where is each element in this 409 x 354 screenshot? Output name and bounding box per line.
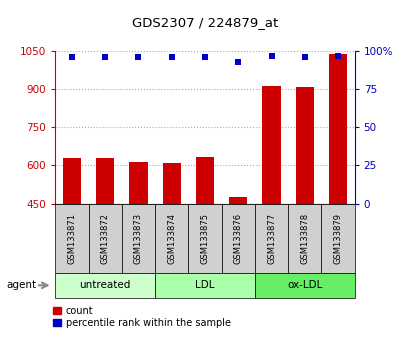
- Legend: count, percentile rank within the sample: count, percentile rank within the sample: [52, 305, 231, 329]
- Text: untreated: untreated: [79, 280, 130, 290]
- Text: GSM133875: GSM133875: [200, 212, 209, 264]
- Text: ox-LDL: ox-LDL: [286, 280, 321, 290]
- Text: GSM133879: GSM133879: [333, 212, 342, 264]
- Bar: [129, 162, 147, 204]
- Bar: [328, 54, 346, 204]
- Bar: [55, 273, 155, 298]
- Text: GSM133874: GSM133874: [167, 212, 176, 264]
- Bar: [254, 273, 354, 298]
- Bar: [188, 204, 221, 273]
- Bar: [262, 86, 280, 204]
- Bar: [229, 197, 247, 204]
- Text: GSM133872: GSM133872: [101, 212, 110, 264]
- Bar: [196, 156, 213, 204]
- Text: LDL: LDL: [195, 280, 214, 290]
- Bar: [254, 204, 288, 273]
- Text: GSM133877: GSM133877: [266, 212, 275, 264]
- Bar: [221, 204, 254, 273]
- Bar: [121, 204, 155, 273]
- Bar: [321, 204, 354, 273]
- Bar: [55, 204, 88, 273]
- Bar: [155, 204, 188, 273]
- Bar: [288, 204, 321, 273]
- Text: agent: agent: [6, 280, 36, 290]
- Text: GSM133876: GSM133876: [233, 212, 242, 264]
- Bar: [295, 87, 313, 204]
- Text: GSM133873: GSM133873: [134, 212, 143, 264]
- Text: GDS2307 / 224879_at: GDS2307 / 224879_at: [132, 16, 277, 29]
- Bar: [88, 204, 121, 273]
- Bar: [96, 158, 114, 204]
- Bar: [155, 273, 254, 298]
- Text: GSM133878: GSM133878: [299, 212, 308, 264]
- Bar: [63, 158, 81, 204]
- Bar: [162, 163, 180, 204]
- Text: GSM133871: GSM133871: [67, 212, 76, 264]
